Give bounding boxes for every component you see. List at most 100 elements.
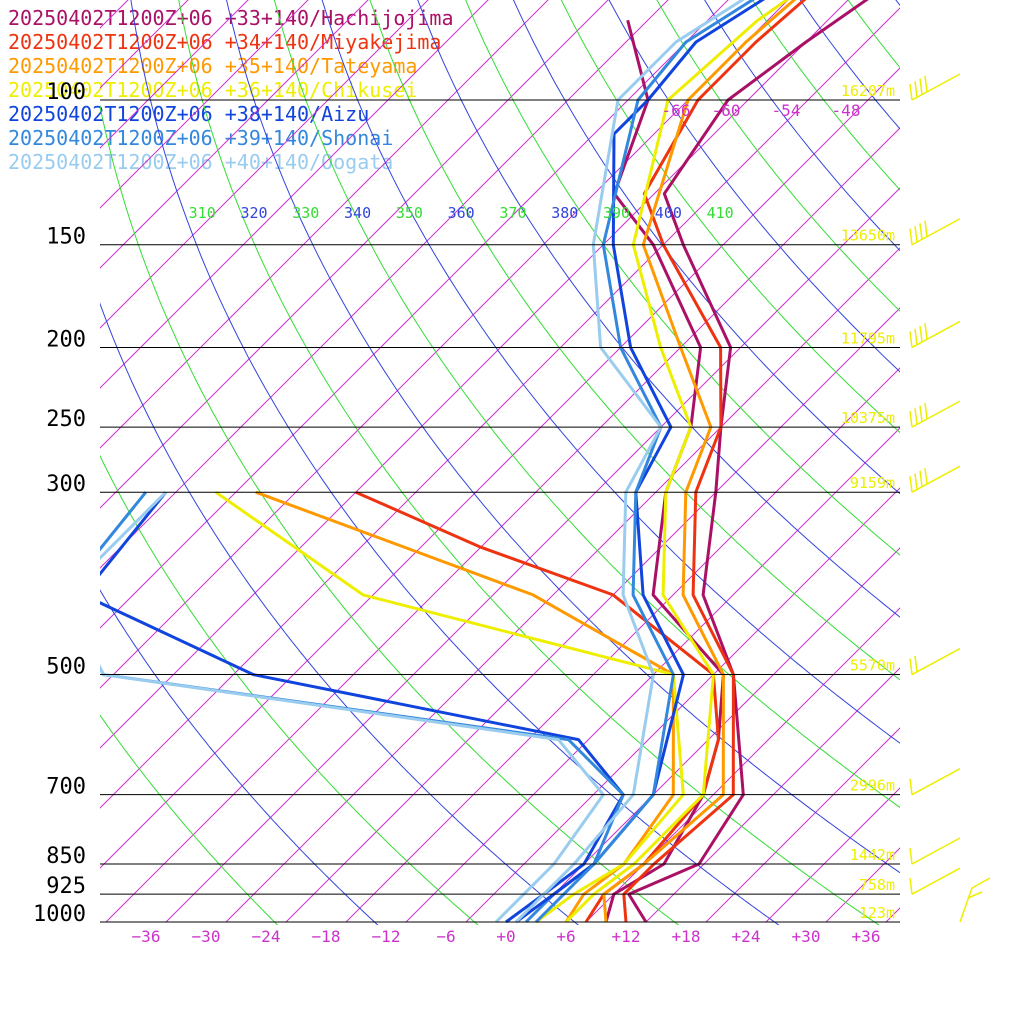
- theta-label: 350: [396, 204, 423, 222]
- wind-barb-staff: [911, 837, 961, 865]
- temperature-profile-line: [534, 0, 756, 924]
- dewpoint-profile-line: [604, 19, 725, 923]
- isotherm-line: [100, 0, 609, 509]
- wind-barb: [909, 73, 961, 101]
- wind-barb-flag: [909, 878, 913, 895]
- height-label: 5570m: [850, 657, 895, 675]
- isotherm-line: [100, 0, 789, 689]
- legend-entry: 20250402T1200Z+06 +38+140/Aizu: [8, 102, 370, 126]
- temperature-tick-label: +36: [852, 927, 881, 946]
- dry-adiabat-line: [906, 0, 1024, 939]
- wind-barb-flag: [909, 83, 913, 101]
- isotherm-line: [100, 0, 669, 569]
- dry-adiabat-line: [512, 0, 900, 495]
- dry-adiabat-line: [100, 454, 479, 925]
- height-label: 10375m: [841, 409, 895, 427]
- pressure-tick-label: 500: [46, 655, 86, 680]
- wind-barb-flag: [909, 658, 913, 675]
- height-label: 9159m: [850, 474, 895, 492]
- isotherm-line: [100, 0, 729, 629]
- temperature-profile-line: [564, 0, 790, 924]
- wind-barb: [909, 400, 961, 428]
- theta-label: 310: [189, 204, 216, 222]
- temperature-tick-label: −12: [372, 927, 401, 946]
- isotherm-line: [0, 0, 1, 922]
- pressure-tick-label: 250: [46, 407, 86, 432]
- theta-label: 330: [292, 204, 319, 222]
- dry-adiabat-line: [465, 0, 900, 556]
- wind-barb: [909, 218, 961, 246]
- pressure-tick-label: 1000: [33, 902, 86, 927]
- dry-adiabat-line: [100, 302, 579, 925]
- wind-barb-staff: [911, 320, 961, 349]
- isotherm-line: [765, 787, 900, 923]
- height-label: 16207m: [841, 82, 895, 100]
- wind-barb: [909, 837, 961, 865]
- dewpoint-profile-line: [100, 491, 625, 924]
- wind-barb-flag: [909, 331, 913, 348]
- wind-barb-staff: [911, 465, 961, 493]
- wind-barb-flag: [914, 81, 918, 98]
- dry-adiabat-line: [226, 0, 900, 874]
- wind-barb-flag: [971, 877, 991, 889]
- pressure-tick-label: 100: [46, 80, 86, 105]
- dry-adiabat-line: [895, 0, 900, 7]
- pressure-tick-label: 850: [46, 844, 86, 869]
- isotherm-line: [100, 67, 900, 869]
- isotherm-line: [100, 0, 369, 269]
- temperature-tick-label: +6: [556, 927, 575, 946]
- temperature-profile-line: [514, 0, 746, 924]
- isotherm-label: -48: [832, 101, 861, 120]
- legend-entry: 20250402T1200Z+06 +40+140/Oogata: [8, 150, 394, 174]
- height-label: 11795m: [841, 329, 895, 347]
- temperature-tick-label: +12: [612, 927, 641, 946]
- isotherm-line: [885, 907, 900, 923]
- isotherm-line: [100, 0, 549, 449]
- dry-adiabat-line: [847, 0, 900, 69]
- isotherm-line: [100, 0, 849, 749]
- wind-barb-flag: [914, 408, 918, 425]
- legend-entry: 20250402T1200Z+06 +35+140/Tateyama: [8, 54, 418, 78]
- wind-barb-flag: [909, 778, 913, 795]
- isotherm-line: [100, 0, 489, 389]
- dry-adiabat-line: [273, 0, 900, 809]
- isotherm-line: [0, 0, 181, 922]
- wind-barb: [909, 647, 961, 676]
- theta-label: 340: [344, 204, 371, 222]
- temperature-profile-line: [602, 0, 797, 923]
- wind-barb: [959, 877, 991, 923]
- height-label: 758m: [859, 876, 895, 894]
- dry-adiabat-line: [130, 0, 780, 925]
- wind-barb-staff: [911, 867, 961, 895]
- wind-barb-staff: [911, 73, 961, 101]
- wind-barb: [909, 768, 961, 796]
- theta-label: 320: [240, 204, 267, 222]
- wind-barb-flag: [967, 891, 983, 899]
- theta-label: 380: [551, 204, 578, 222]
- isotherm-line: [100, 0, 249, 149]
- pressure-tick-label: 200: [46, 327, 86, 352]
- temperature-tick-label: −6: [436, 927, 455, 946]
- wind-barb-flag: [924, 402, 928, 420]
- wind-barb-staff: [911, 400, 961, 428]
- wind-barb-staff: [911, 218, 961, 246]
- isotherm-line: [585, 607, 900, 923]
- dewpoint-profile-line: [100, 491, 625, 924]
- wind-barb-flag: [914, 328, 918, 345]
- wind-barb-flag: [924, 468, 928, 485]
- wind-barb-flag: [919, 325, 923, 343]
- isotherm-line: [100, 0, 429, 329]
- wind-barb-flag: [909, 228, 913, 245]
- theta-label: 370: [499, 204, 526, 222]
- temperature-tick-label: +24: [732, 927, 761, 946]
- temperature-tick-label: +18: [672, 927, 701, 946]
- isotherm-line: [645, 667, 900, 923]
- height-label: 13650m: [841, 227, 895, 245]
- isotherm-line: [100, 7, 900, 809]
- wind-barb-flag: [919, 470, 923, 487]
- wind-barb-staff: [911, 647, 961, 676]
- pressure-tick-label: 700: [46, 775, 86, 800]
- isotherm-line: [100, 0, 129, 29]
- dewpoint-profile-line: [214, 490, 685, 924]
